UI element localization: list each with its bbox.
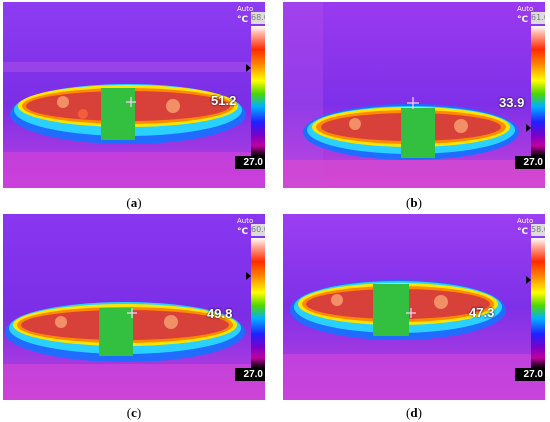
- temperature-reading: 49.8: [207, 306, 233, 321]
- scale-marker-icon: [526, 276, 531, 284]
- caption-b: (b): [406, 195, 422, 210]
- color-scale-bar: [531, 26, 545, 156]
- thermal-image: [283, 2, 545, 188]
- thermal-image: [3, 214, 265, 400]
- min-temperature: 27.0: [515, 156, 545, 169]
- thermal-panel-a: 51.2 Auto °C 68.0 27.0: [3, 2, 265, 188]
- unit-label: °C: [517, 15, 529, 25]
- temperature-reading: 51.2: [211, 93, 237, 108]
- auto-mode-label: Auto: [517, 5, 534, 13]
- caption-c: (c): [126, 405, 142, 420]
- thermal-image: [3, 2, 265, 188]
- color-scale-bar: [531, 238, 545, 368]
- thermal-panel-b: 33.9 Auto °C 61.0 27.0: [283, 2, 545, 188]
- max-temperature: 58.0: [531, 224, 545, 236]
- auto-mode-label: Auto: [517, 217, 534, 225]
- auto-mode-label: Auto: [237, 5, 254, 13]
- thermal-panel-d: 47.3 Auto °C 58.0 27.0: [283, 214, 545, 400]
- auto-mode-label: Auto: [237, 217, 254, 225]
- max-temperature: 61.0: [531, 12, 545, 24]
- scale-marker-icon: [246, 272, 251, 280]
- caption-a: (a): [126, 195, 142, 210]
- caption-d: (d): [406, 405, 422, 420]
- min-temperature: 27.0: [235, 156, 265, 169]
- color-scale-bar: [251, 238, 265, 368]
- thermal-panel-c: 49.8 Auto °C 60.0 27.0: [3, 214, 265, 400]
- temperature-reading: 33.9: [499, 95, 525, 110]
- min-temperature: 27.0: [515, 368, 545, 381]
- unit-label: °C: [237, 15, 249, 25]
- unit-label: °C: [517, 227, 529, 237]
- max-temperature: 60.0: [251, 224, 265, 236]
- scale-marker-icon: [246, 64, 251, 72]
- color-scale-bar: [251, 26, 265, 156]
- max-temperature: 68.0: [251, 12, 265, 24]
- thermal-image: [283, 214, 545, 400]
- scale-marker-icon: [526, 124, 531, 132]
- temperature-reading: 47.3: [469, 305, 495, 320]
- min-temperature: 27.0: [235, 368, 265, 381]
- unit-label: °C: [237, 227, 249, 237]
